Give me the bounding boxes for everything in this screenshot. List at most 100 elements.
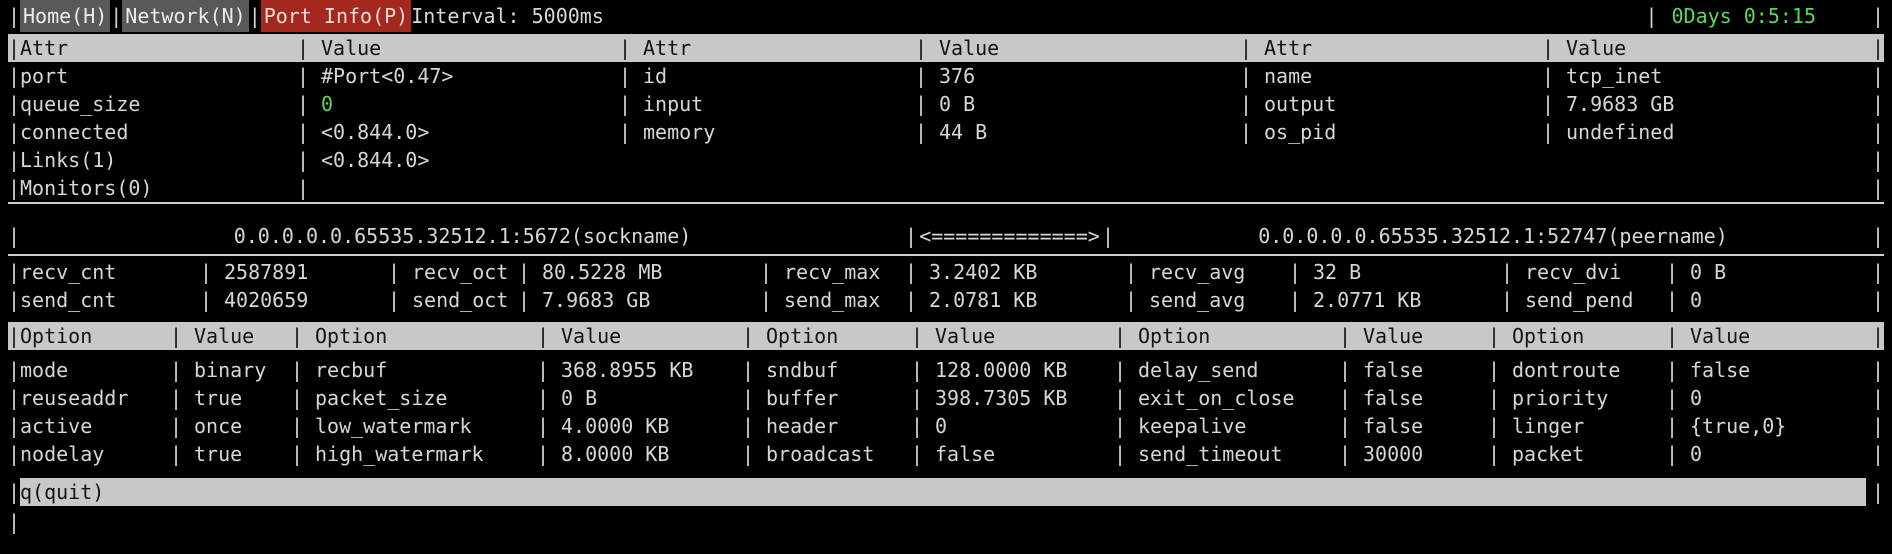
- stat-name-cell: recv_avg: [1149, 260, 1246, 284]
- stat-value-cell: 2.0771 KB: [1313, 288, 1422, 312]
- option-value-cell: 0: [1690, 442, 1703, 466]
- separator-pipe: [1488, 384, 1500, 412]
- separator-pipe: [537, 412, 549, 440]
- table-row: mode binary recbuf 368.8955 KB sndbuf 12…: [8, 356, 1884, 384]
- column-header: Value: [1690, 324, 1751, 348]
- separator-pipe: [297, 146, 309, 174]
- separator-pipe: [1114, 322, 1126, 350]
- separator-pipe: [170, 322, 182, 350]
- uptime-label: 0Days 0:5:15: [1671, 4, 1817, 28]
- bottom-edge-row: [8, 508, 1884, 554]
- option-value-cell: 8.0000 KB: [561, 442, 670, 466]
- column-header: Value: [561, 324, 622, 348]
- separator-pipe: [1872, 286, 1884, 314]
- separator-pipe: [8, 174, 20, 202]
- attr-name-cell: Links(1): [20, 148, 117, 172]
- stat-name-cell: recv_max: [784, 260, 881, 284]
- option-value-cell: binary: [194, 358, 267, 382]
- separator-pipe: [619, 90, 631, 118]
- sockname-label: 0.0.0.0.0.65535.32512.1:5672(sockname): [233, 224, 692, 248]
- separator-pipe: [905, 218, 917, 254]
- option-value-cell: 368.8955 KB: [561, 358, 694, 382]
- option-value-cell: 398.7305 KB: [935, 386, 1068, 410]
- separator-pipe: [1872, 322, 1884, 350]
- option-value-cell: 30000: [1363, 442, 1424, 466]
- separator-pipe: [742, 384, 754, 412]
- separator-pipe: [1339, 384, 1351, 412]
- option-name-cell: sndbuf: [766, 358, 839, 382]
- tab-home[interactable]: Home(H): [20, 0, 111, 32]
- attr-value-cell: 376: [939, 64, 976, 88]
- separator-pipe: [1240, 62, 1252, 90]
- peername-label: 0.0.0.0.0.65535.32512.1:52747(peername): [1258, 224, 1728, 248]
- separator-pipe: [297, 118, 309, 146]
- option-name-cell: send_timeout: [1138, 442, 1283, 466]
- separator-pipe: [619, 34, 631, 62]
- attr-name-cell: memory: [643, 120, 716, 144]
- row-spacer: [619, 146, 1872, 174]
- separator-pipe: [388, 258, 400, 286]
- separator-pipe: [1666, 440, 1678, 468]
- top-bar: Home(H) Network(N) Port Info(P) Interval…: [8, 0, 1884, 32]
- separator-pipe: [742, 440, 754, 468]
- column-header: Option: [766, 324, 839, 348]
- option-name-cell: broadcast: [766, 442, 875, 466]
- separator-pipe: [200, 258, 212, 286]
- column-header: Attr: [20, 36, 69, 60]
- attr-table-header: Attr Value Attr Value Attr Value: [8, 34, 1884, 62]
- option-name-cell: exit_on_close: [1138, 386, 1295, 410]
- separator-pipe: [291, 356, 303, 384]
- attr-name-cell: port: [20, 64, 69, 88]
- separator-pipe: [388, 286, 400, 314]
- option-name-cell: delay_send: [1138, 358, 1259, 382]
- separator-pipe: [8, 356, 20, 384]
- separator-pipe: [1666, 286, 1678, 314]
- separator-pipe: [1872, 258, 1884, 286]
- socket-address-line: 0.0.0.0.0.65535.32512.1:5672(sockname) <…: [8, 218, 1884, 256]
- separator-pipe: [1542, 118, 1554, 146]
- separator-pipe: [1289, 258, 1301, 286]
- option-name-cell: keepalive: [1138, 414, 1247, 438]
- separator-pipe: [911, 322, 923, 350]
- separator-pipe: [742, 322, 754, 350]
- separator-pipe: [760, 258, 772, 286]
- table-row: port #Port<0.47> id 376 name tcp_inet: [8, 62, 1884, 90]
- separator-pipe: [110, 0, 122, 32]
- stat-name-cell: recv_cnt: [20, 260, 117, 284]
- attr-value-cell: tcp_inet: [1566, 64, 1663, 88]
- separator-pipe: [915, 90, 927, 118]
- separator-pipe: [8, 90, 20, 118]
- table-row: reuseaddr true packet_size 0 B buffer 39…: [8, 384, 1884, 412]
- separator-pipe: [1666, 258, 1678, 286]
- option-value-cell: true: [194, 442, 243, 466]
- separator-pipe: [619, 118, 631, 146]
- separator-pipe: [1542, 62, 1554, 90]
- separator-pipe: [1872, 440, 1884, 468]
- separator-pipe: [1872, 0, 1884, 32]
- option-name-cell: dontroute: [1512, 358, 1621, 382]
- separator-pipe: [1872, 174, 1884, 202]
- separator-pipe: [1872, 412, 1884, 440]
- tab-port-info[interactable]: Port Info(P): [260, 0, 412, 32]
- option-name-cell: buffer: [766, 386, 839, 410]
- attr-name-cell: connected: [20, 120, 129, 144]
- separator-pipe: [1339, 356, 1351, 384]
- separator-pipe: [1501, 286, 1513, 314]
- option-value-cell: false: [1690, 358, 1751, 382]
- separator-pipe: [1542, 90, 1554, 118]
- quit-hint[interactable]: q(quit): [20, 478, 1866, 506]
- separator-pipe: [537, 440, 549, 468]
- separator-pipe: [1125, 286, 1137, 314]
- option-value-cell: 128.0000 KB: [935, 358, 1068, 382]
- stat-name-cell: recv_dvi: [1525, 260, 1622, 284]
- tab-network[interactable]: Network(N): [122, 0, 249, 32]
- separator-pipe: [1872, 90, 1884, 118]
- option-name-cell: header: [766, 414, 839, 438]
- separator-pipe: [1114, 356, 1126, 384]
- separator-pipe: [1102, 218, 1114, 254]
- column-header: Attr: [1264, 36, 1313, 60]
- separator-pipe: [911, 356, 923, 384]
- separator-pipe: [200, 286, 212, 314]
- separator-pipe: [537, 322, 549, 350]
- separator-pipe: [1488, 412, 1500, 440]
